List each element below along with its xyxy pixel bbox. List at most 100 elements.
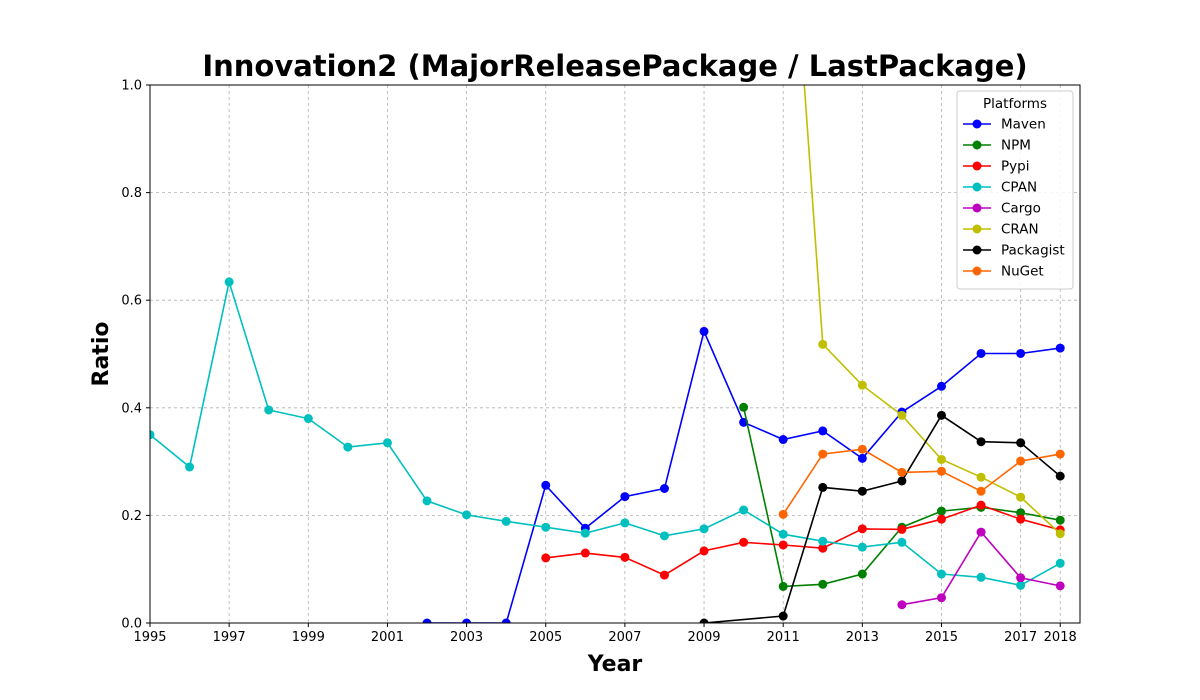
data-point-npm — [857, 569, 867, 579]
x-tick-label: 2007 — [608, 630, 641, 645]
data-point-cran — [818, 339, 828, 349]
data-point-packagist — [897, 476, 907, 486]
legend-box — [956, 90, 1074, 290]
data-point-maven — [1016, 348, 1026, 358]
data-point-cran — [1055, 529, 1065, 539]
series-cpan — [150, 277, 1065, 590]
data-point-maven — [659, 484, 669, 493]
legend-label: CPAN — [1001, 180, 1037, 196]
data-point-maven — [1055, 343, 1065, 353]
series-line-nuget — [782, 448, 1061, 515]
data-point-cpan — [1055, 558, 1065, 568]
x-axis-ticks: 1995 1997 1999 2001 2003 2005 2007 2009 2011 2013… — [133, 623, 1077, 645]
data-point-nuget — [1055, 449, 1065, 459]
x-tick-label: 2013 — [846, 630, 879, 645]
data-point-pypi — [541, 553, 551, 563]
data-point-npm — [778, 581, 788, 591]
data-point-cran — [1016, 492, 1026, 502]
data-point-maven — [699, 326, 709, 336]
data-point-cpan — [343, 442, 353, 452]
data-point-cpan — [778, 529, 788, 539]
x-tick-label: 2015 — [925, 630, 958, 645]
data-point-maven — [620, 492, 630, 502]
data-point-pypi — [897, 524, 907, 534]
data-point-pypi — [580, 548, 590, 558]
data-point-cargo — [897, 600, 907, 610]
data-point-cpan — [659, 531, 669, 541]
data-point-cran — [897, 410, 907, 420]
data-point-nuget — [778, 509, 788, 519]
series-packagist — [699, 410, 1065, 623]
data-point-cargo — [1016, 573, 1026, 583]
data-point-pypi — [818, 543, 828, 553]
data-point-cpan — [264, 405, 274, 415]
series-cargo — [897, 527, 1065, 610]
series-pypi — [541, 500, 1065, 580]
data-point-cpan — [818, 536, 828, 546]
legend-item-maven: Maven — [963, 117, 1046, 133]
data-point-maven — [541, 480, 551, 490]
series-maven — [422, 326, 1065, 623]
data-point-cpan — [897, 537, 907, 547]
data-point-cargo — [1055, 581, 1065, 591]
data-point-cpan — [739, 505, 749, 515]
data-point-cpan — [541, 522, 551, 532]
data-point-packagist — [1016, 438, 1026, 448]
y-tick-label: 0.6 — [121, 294, 142, 309]
data-point-packagist — [1055, 471, 1065, 481]
legend-item-cargo: Cargo — [963, 201, 1041, 217]
data-point-cpan — [382, 438, 392, 448]
series-nuget — [778, 444, 1065, 519]
legend-label: NuGet — [1001, 264, 1044, 280]
data-point-cpan — [422, 496, 432, 506]
data-point-pypi — [699, 546, 709, 556]
data-point-cran — [976, 472, 986, 482]
legend-swatch-marker — [972, 161, 982, 171]
legend-label: CRAN — [1001, 222, 1039, 238]
data-point-npm — [936, 506, 946, 516]
x-tick-label: 1999 — [292, 630, 325, 645]
data-point-maven — [422, 618, 432, 623]
data-point-maven — [462, 618, 472, 623]
data-point-cpan — [580, 528, 590, 538]
data-point-nuget — [936, 466, 946, 476]
data-point-maven — [976, 348, 986, 358]
data-point-nuget — [976, 486, 986, 496]
x-tick-label: 2003 — [450, 630, 483, 645]
data-point-nuget — [857, 444, 867, 454]
data-point-cpan — [1016, 580, 1026, 590]
x-tick-label: 2017 — [1004, 630, 1037, 645]
plot-frame — [149, 84, 1081, 624]
data-point-packagist — [778, 611, 788, 621]
legend-swatch-marker — [972, 182, 982, 192]
data-point-cpan — [857, 542, 867, 552]
legend-title: Platforms — [983, 96, 1047, 112]
x-tick-label: 1995 — [133, 630, 166, 645]
data-point-nuget — [1016, 456, 1026, 466]
legend-swatch-marker — [972, 140, 982, 150]
data-point-cpan — [224, 277, 234, 287]
data-point-npm — [1016, 508, 1026, 518]
legend-swatch-marker — [972, 119, 982, 129]
x-tick-label: 2009 — [687, 630, 720, 645]
legend-swatch-marker — [972, 245, 982, 255]
legend-label: Packagist — [1001, 243, 1065, 259]
chart-title: Innovation2 (MajorReleasePackage / LastP… — [202, 49, 1027, 83]
data-point-cpan — [303, 414, 313, 424]
y-tick-label: 0.8 — [121, 186, 142, 201]
legend-swatch-marker — [972, 266, 982, 276]
data-point-pypi — [976, 500, 986, 510]
data-point-cpan — [501, 516, 511, 526]
data-point-packagist — [699, 618, 709, 623]
legend-label: Maven — [1001, 117, 1046, 133]
y-tick-label: 0.0 — [121, 617, 142, 632]
data-point-pypi — [857, 524, 867, 534]
data-point-npm — [739, 402, 749, 412]
y-axis-title: Ratio — [89, 322, 114, 387]
data-point-maven — [857, 453, 867, 463]
x-tick-label: 2011 — [767, 630, 800, 645]
y-tick-label: 0.4 — [121, 401, 142, 416]
data-point-pypi — [778, 540, 788, 550]
x-tick-label: 2001 — [371, 630, 404, 645]
data-point-cpan — [150, 430, 155, 440]
